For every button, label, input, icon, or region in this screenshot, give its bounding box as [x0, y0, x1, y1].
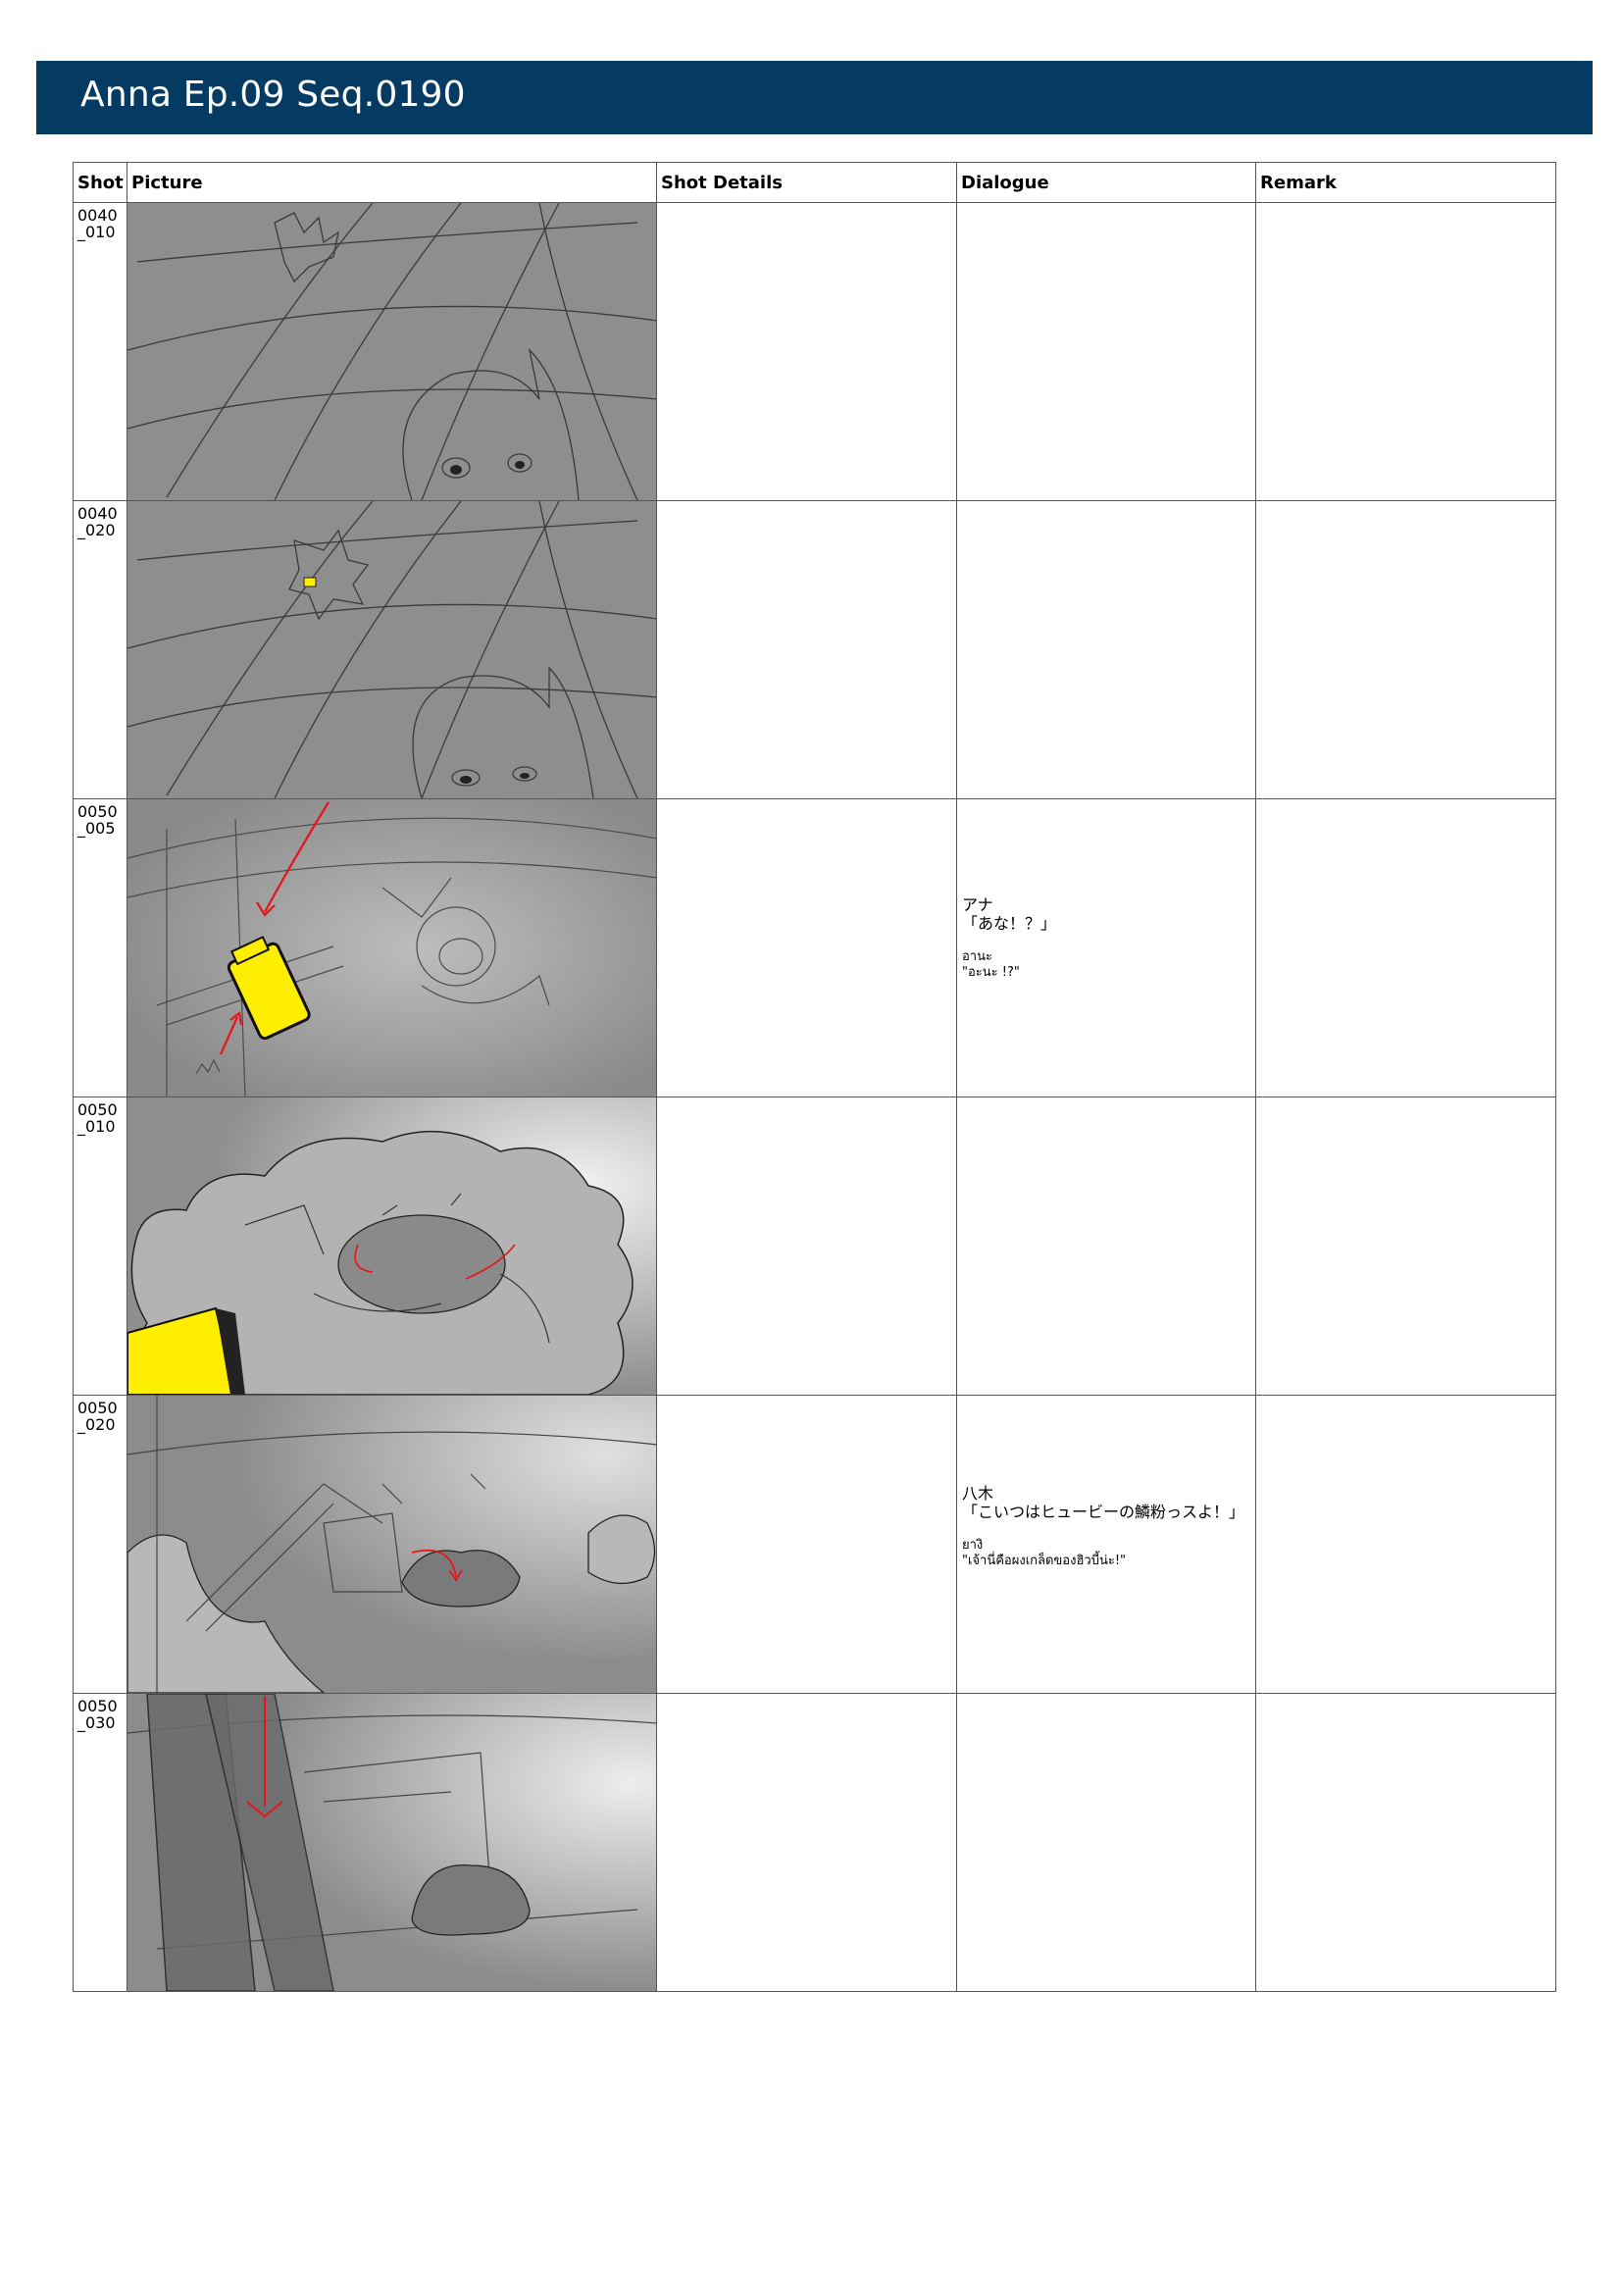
speaker-name: 八木 — [962, 1484, 994, 1503]
table-row: 0040 _010 — [73, 202, 1556, 501]
remark-cell — [1255, 1395, 1556, 1694]
col-header-shot-details: Shot Details — [656, 162, 957, 203]
col-header-dialogue: Dialogue — [956, 162, 1256, 203]
storyboard-panel — [127, 202, 657, 501]
header-row: Shot Picture Shot Details Dialogue Remar… — [73, 162, 1556, 203]
shot-number: 0050 _020 — [77, 1399, 118, 1434]
speaker-name: ยางิ — [962, 1538, 984, 1553]
dialogue-cell — [956, 1097, 1256, 1396]
shot-number: 0040 _020 — [77, 504, 118, 539]
shot-number: 0050 _005 — [77, 802, 118, 838]
remark-cell — [1255, 500, 1556, 799]
dialogue-line: "อะนะ !?" — [962, 965, 1020, 980]
shot-details-cell — [656, 1693, 957, 1992]
remark-cell — [1255, 202, 1556, 501]
speaker-name: อานะ — [962, 949, 992, 964]
shot-details-cell — [656, 1395, 957, 1694]
col-header-remark: Remark — [1255, 162, 1556, 203]
storyboard-panel — [127, 1097, 657, 1396]
table-row: 0050 _005 — [73, 798, 1556, 1097]
table-row: 0050 _030 — [73, 1693, 1556, 1992]
dialogue-cell: アナ 「あな！？」 อานะ "อะนะ !?" — [956, 798, 1256, 1097]
col-header-picture: Picture — [127, 162, 657, 203]
dialogue-line: 「あな！？」 — [962, 914, 1057, 933]
dialogue-cell — [956, 1693, 1256, 1992]
storyboard-table: Shot Picture Shot Details Dialogue Remar… — [73, 162, 1556, 1992]
dialogue-block: アナ 「あな！？」 อานะ "อะนะ !?" — [962, 895, 1249, 981]
shot-details-cell — [656, 1097, 957, 1396]
col-header-shot: Shot — [73, 162, 127, 203]
shot-details-cell — [656, 202, 957, 501]
remark-cell — [1255, 1693, 1556, 1992]
title-bar: Anna Ep.09 Seq.0190 — [36, 61, 1593, 134]
remark-cell — [1255, 798, 1556, 1097]
shot-details-cell — [656, 500, 957, 799]
dialogue-cell: 八木 「こいつはヒュービーの鱗粉っスよ！」 ยางิ "เจ้านี่คือผง… — [956, 1395, 1256, 1694]
table-row: 0050 _020 — [73, 1395, 1556, 1694]
shot-number: 0050 _030 — [77, 1697, 118, 1732]
shot-number: 0050 _010 — [77, 1100, 118, 1136]
storyboard-panel — [127, 1693, 657, 1992]
speaker-name: アナ — [962, 895, 993, 914]
dialogue-cell — [956, 500, 1256, 799]
shot-number: 0040 _010 — [77, 206, 118, 241]
dialogue-block: 八木 「こいつはヒュービーの鱗粉っスよ！」 ยางิ "เจ้านี่คือผง… — [962, 1484, 1249, 1569]
table-row: 0050 _010 — [73, 1097, 1556, 1396]
storyboard-panel — [127, 1395, 657, 1694]
dialogue-line: "เจ้านี่คือผงเกล็ดของฮิวบี้น่ะ!" — [962, 1554, 1127, 1568]
shot-details-cell — [656, 798, 957, 1097]
storyboard-panel — [127, 798, 657, 1097]
remark-cell — [1255, 1097, 1556, 1396]
storyboard-panel — [127, 500, 657, 799]
page-title: Anna Ep.09 Seq.0190 — [80, 75, 466, 115]
dialogue-line: 「こいつはヒュービーの鱗粉っスよ！」 — [962, 1503, 1245, 1521]
dialogue-cell — [956, 202, 1256, 501]
table-row: 0040 _020 — [73, 500, 1556, 799]
